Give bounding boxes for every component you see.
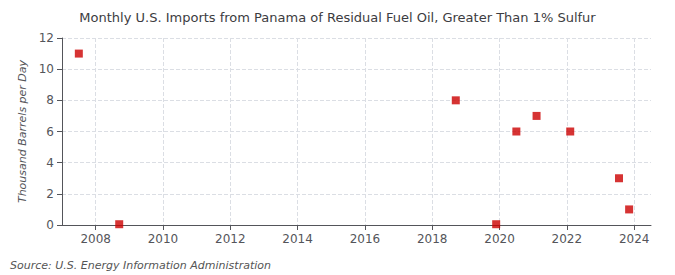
svg-text:2012: 2012 (215, 232, 246, 246)
svg-text:Source: U.S. Energy Informatio: Source: U.S. Energy Information Administ… (10, 259, 271, 272)
svg-text:Thousand Barrels per Day: Thousand Barrels per Day (16, 59, 29, 203)
svg-text:2014: 2014 (282, 232, 313, 246)
svg-text:12: 12 (39, 31, 54, 45)
svg-text:2010: 2010 (148, 232, 179, 246)
svg-text:4: 4 (46, 156, 54, 170)
svg-text:2022: 2022 (552, 232, 583, 246)
svg-text:2: 2 (46, 187, 54, 201)
svg-text:2016: 2016 (350, 232, 381, 246)
svg-text:2024: 2024 (619, 232, 650, 246)
svg-text:6: 6 (46, 125, 54, 139)
svg-text:0: 0 (46, 218, 54, 232)
svg-text:2008: 2008 (80, 232, 111, 246)
svg-text:Monthly U.S. Imports from Pana: Monthly U.S. Imports from Panama of Resi… (79, 10, 596, 25)
svg-text:2020: 2020 (484, 232, 515, 246)
svg-text:2018: 2018 (417, 232, 448, 246)
svg-text:8: 8 (46, 93, 54, 107)
svg-text:10: 10 (39, 62, 54, 76)
